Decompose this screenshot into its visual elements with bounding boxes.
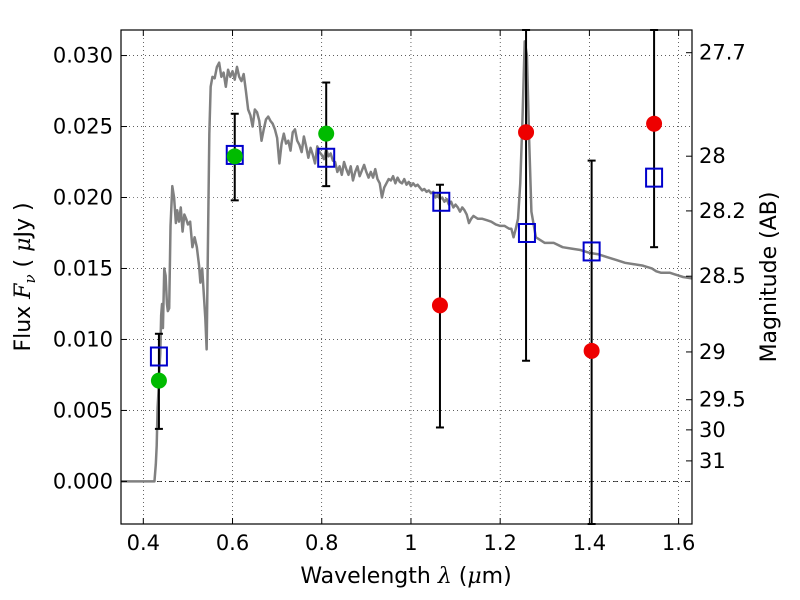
x-tick-label: 0.4 [127,531,160,555]
y2-tick-label: 29 [699,340,726,364]
green-data-point [318,125,335,142]
model-square [149,346,168,367]
x-axis-ticks: 0.4 0.6 0.8 1 1.2 1.4 1.6 [127,30,695,555]
y-tick-label: 0.025 [53,115,113,139]
error-bars [154,29,659,525]
y2-axis-ticks: 27.7 28 28.2 28.5 29 29.5 30 31 [686,41,746,473]
y2-tick-label: 29.5 [699,388,746,412]
y-axis-ticks: 0.000 0.005 0.010 0.015 0.020 0.025 0.030 [53,44,127,493]
model-spectrum-line [121,40,692,483]
green-data-point [150,372,167,389]
y-axis-title: Flux Fν ( μJy ) [11,202,39,351]
y-tick-label: 0.020 [53,186,113,210]
x-tick-label: 1.4 [573,531,606,555]
model-photometry-squares [149,144,664,367]
model-square [317,147,336,168]
observed-points [150,115,663,389]
x-axis-title: Wavelength λ (μm) [300,564,511,589]
y2-tick-label: 31 [699,449,726,473]
green-data-point [226,148,243,165]
x-tick-label: 1.2 [483,531,516,555]
y-tick-label: 0.005 [53,398,113,422]
model-square [645,167,664,188]
y-tick-label: 0.015 [53,256,113,280]
red-data-point [583,342,600,359]
y2-tick-label: 30 [699,418,726,442]
model-square [432,191,451,212]
y-tick-label: 0.030 [53,44,113,68]
x-tick-label: 0.8 [305,531,338,555]
y-tick-label: 0.010 [53,327,113,351]
model-square [517,222,536,243]
y2-axis-title: Magnitude (AB) [757,192,782,363]
y-tick-label: 0.000 [53,469,113,493]
red-data-point [431,297,448,314]
y2-tick-label: 28.2 [699,199,746,223]
y2-tick-label: 27.7 [699,41,746,65]
x-tick-label: 1 [404,531,417,555]
plot-frame [120,29,693,525]
x-tick-label: 0.6 [216,531,249,555]
y2-tick-label: 28.5 [699,264,746,288]
red-data-point [518,124,535,141]
error-bar [650,29,659,249]
x-tick-label: 1.6 [662,531,695,555]
model-square [582,241,601,262]
error-bar [587,159,596,525]
y2-tick-label: 28 [699,144,726,168]
red-data-point [646,115,663,132]
